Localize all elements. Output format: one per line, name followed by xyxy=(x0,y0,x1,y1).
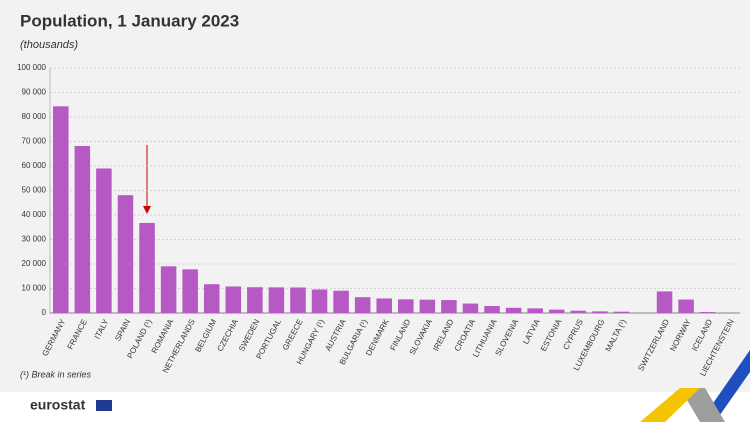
bar xyxy=(441,300,457,313)
annotation-arrow-head xyxy=(143,206,151,214)
bar xyxy=(570,310,587,313)
y-tick-label: 0 xyxy=(42,308,47,317)
decor-yellow xyxy=(640,388,700,422)
bar xyxy=(678,299,694,313)
y-tick-label: 20 000 xyxy=(22,259,47,268)
bar xyxy=(225,286,242,313)
bar xyxy=(247,287,263,313)
bar xyxy=(548,309,565,313)
y-tick-label: 40 000 xyxy=(22,210,47,219)
eu-flag xyxy=(96,400,112,411)
bar xyxy=(505,307,522,313)
logo-text: eurostat xyxy=(30,397,86,413)
bar xyxy=(74,145,91,313)
y-tick-label: 50 000 xyxy=(22,186,47,195)
bar xyxy=(398,299,414,313)
bar xyxy=(203,284,220,313)
bar xyxy=(53,106,69,313)
y-tick-label: 90 000 xyxy=(22,88,47,97)
y-tick-label: 30 000 xyxy=(22,235,47,244)
y-tick-label: 10 000 xyxy=(22,284,47,293)
y-tick-label: 70 000 xyxy=(22,137,47,146)
bar xyxy=(613,311,630,313)
chart-subtitle: (thousands) xyxy=(20,39,78,51)
bar xyxy=(117,195,134,313)
bar xyxy=(290,287,306,313)
bar xyxy=(311,289,328,313)
bar xyxy=(160,266,177,313)
bar xyxy=(592,311,608,313)
y-tick-label: 80 000 xyxy=(22,112,47,121)
bar xyxy=(333,290,349,313)
bar xyxy=(139,222,155,313)
footer-background xyxy=(0,392,750,422)
chart-title: Population, 1 January 2023 xyxy=(20,11,239,30)
bar xyxy=(96,168,112,313)
bar xyxy=(182,269,198,313)
bar xyxy=(376,298,392,313)
bar xyxy=(354,297,371,313)
bar xyxy=(527,308,543,313)
y-tick-label: 100 000 xyxy=(17,63,46,72)
bar xyxy=(462,303,479,313)
y-tick-label: 60 000 xyxy=(22,161,47,170)
footnote: (¹) Break in series xyxy=(20,369,92,379)
bar xyxy=(699,312,716,313)
bar xyxy=(484,305,500,313)
bar xyxy=(419,299,436,313)
bar xyxy=(268,287,285,313)
bar xyxy=(656,291,673,313)
